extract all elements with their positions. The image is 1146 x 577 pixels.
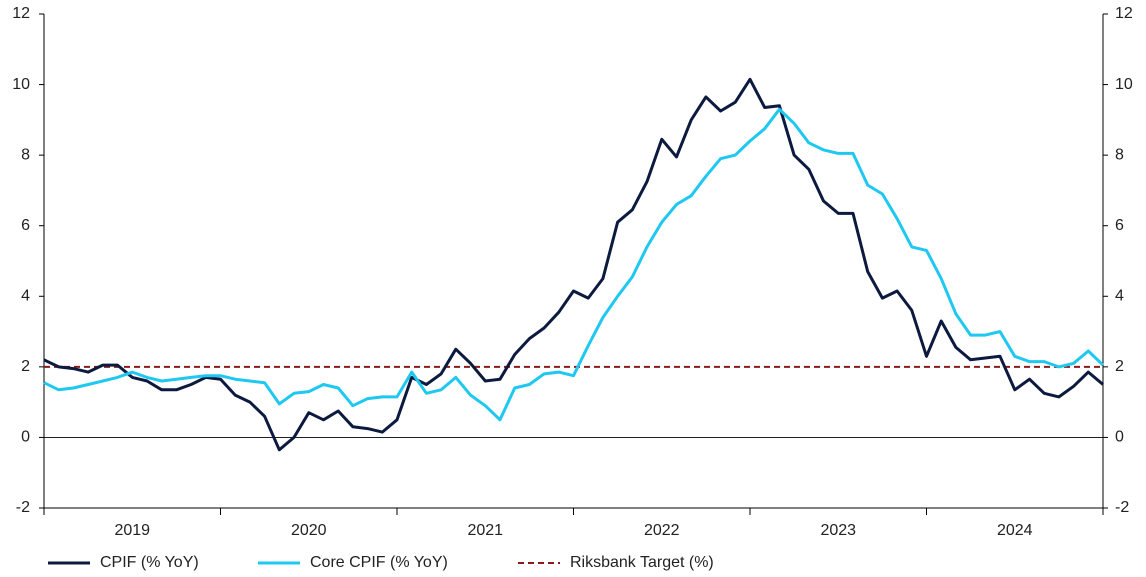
x-group-label: 2023: [820, 522, 856, 539]
y2-tick-label: 2: [1115, 358, 1124, 375]
x-group-label: 2022: [644, 522, 680, 539]
y-tick-label: -2: [16, 499, 30, 516]
x-group-label: 2024: [997, 522, 1033, 539]
y-tick-label: 10: [12, 76, 30, 93]
y-tick-label: 4: [21, 288, 30, 305]
y2-tick-label: 0: [1115, 429, 1124, 446]
x-group-label: 2020: [291, 522, 327, 539]
y-tick-label: 12: [12, 5, 30, 22]
y-tick-label: 8: [21, 146, 30, 163]
y2-tick-label: 8: [1115, 146, 1124, 163]
x-group-label: 2019: [114, 522, 150, 539]
y2-tick-label: 10: [1115, 76, 1133, 93]
legend-label: CPIF (% YoY): [100, 554, 199, 571]
legend-label: Riksbank Target (%): [570, 554, 714, 571]
x-group-label: 2021: [467, 522, 503, 539]
y2-tick-label: 12: [1115, 5, 1133, 22]
y-tick-label: 6: [21, 217, 30, 234]
legend-label: Core CPIF (% YoY): [310, 554, 448, 571]
y-tick-label: 2: [21, 358, 30, 375]
y-tick-label: 0: [21, 429, 30, 446]
series-line: [43, 107, 1105, 422]
series-line: [43, 77, 1104, 452]
y2-tick-label: 4: [1115, 288, 1124, 305]
y2-tick-label: -2: [1115, 499, 1129, 516]
y2-tick-label: 6: [1115, 217, 1124, 234]
